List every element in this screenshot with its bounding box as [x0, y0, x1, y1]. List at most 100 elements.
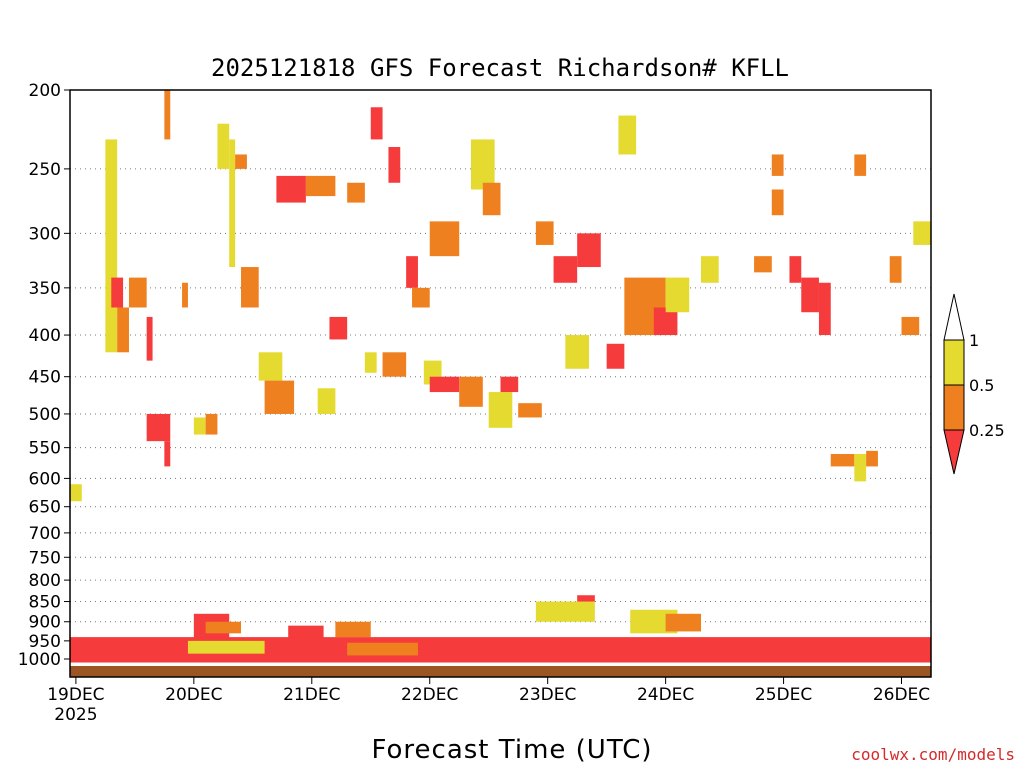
x-tick-label-24DEC: 24DEC [637, 685, 694, 705]
ri-cell-46 [665, 277, 690, 313]
ri-cell-37 [518, 403, 542, 418]
y-tick-label-850: 850 [29, 593, 61, 613]
ri-cell-25 [382, 352, 407, 377]
ri-cell-55 [830, 454, 855, 467]
ri-cell-33 [471, 139, 495, 190]
y-tick-label-250: 250 [29, 160, 61, 180]
ri-cell-11 [205, 413, 218, 435]
x-tick-sublabel-year: 2025 [54, 705, 97, 725]
ri-cell-6 [146, 413, 171, 442]
ri-cell-24 [370, 107, 383, 140]
ri-cell-69 [665, 613, 702, 632]
surface-band [70, 666, 931, 677]
ri-cell-36 [500, 376, 519, 393]
ri-cell-28 [412, 287, 430, 308]
ri-cell-53 [818, 282, 831, 308]
ri-cell-52 [801, 277, 819, 313]
y-tick-label-300: 300 [29, 224, 61, 244]
ri-cell-64 [288, 625, 324, 641]
x-axis-label: Forecast Time (UTC) [371, 735, 652, 765]
ri-cell-51 [789, 256, 802, 283]
ri-cell-47 [701, 256, 719, 283]
ri-cell-8 [164, 441, 171, 467]
y-tick-label-200: 200 [29, 81, 61, 101]
x-tick-label-23DEC: 23DEC [519, 685, 576, 705]
ri-cell-2 [111, 277, 124, 308]
y-tick-label-900: 900 [29, 613, 61, 633]
ri-cell-65 [335, 621, 371, 638]
ri-cell-43 [618, 115, 637, 155]
ri-cell-0 [70, 484, 82, 502]
x-tick-label-26DEC: 26DEC [873, 685, 930, 705]
ri-cell-15 [241, 267, 259, 308]
ri-cell-39 [553, 256, 578, 283]
ri-cell-5 [146, 316, 153, 361]
y-tick-label-700: 700 [29, 524, 61, 544]
ri-cell-35 [488, 392, 513, 428]
ri-cell-31 [429, 221, 460, 257]
y-axis-ticks: 200 250 300 350 400 450 500 550 600 650 700 750 8008… [18, 81, 70, 670]
ri-cell-16 [258, 352, 283, 381]
colorbar-bottom-triangle [943, 429, 965, 475]
y-tick-label-950: 950 [29, 632, 61, 652]
colorbar-label-0.5: 0.5 [969, 376, 994, 395]
ri-cell-22 [347, 182, 365, 203]
ri-cell-26 [388, 147, 401, 183]
ri-cell-18 [276, 175, 306, 203]
ri-cell-1 [105, 139, 118, 353]
ri-cell-66 [535, 601, 595, 622]
ri-cell-40 [565, 335, 589, 369]
ri-cell-61 [913, 221, 931, 245]
ri-cell-63 [205, 621, 242, 634]
ri-cell-42 [606, 343, 625, 369]
ri-cell-50 [771, 189, 784, 216]
colorbar-legend: 1 0.5 0.25 [943, 293, 1005, 475]
plot-frame [69, 89, 932, 678]
x-tick-label-25DEC: 25DEC [755, 685, 812, 705]
ri-cell-54 [818, 307, 831, 336]
y-tick-label-600: 600 [29, 469, 61, 489]
ri-cell-19 [305, 175, 336, 197]
colorbar-top-triangle [943, 293, 965, 341]
y-tick-label-400: 400 [29, 326, 61, 346]
y-tick-label-500: 500 [29, 405, 61, 425]
ri-cell-12 [217, 123, 230, 169]
y-tick-label-800: 800 [29, 571, 61, 591]
y-tick-label-550: 550 [29, 439, 61, 459]
ri-cell-4 [128, 277, 147, 308]
ri-cell-14 [235, 154, 247, 169]
ri-cell-10 [193, 417, 206, 435]
ri-cell-30 [429, 376, 460, 393]
x-tick-label-19DEC: 19DEC [47, 685, 104, 705]
y-tick-label-750: 750 [29, 548, 61, 568]
ri-cell-32 [459, 376, 483, 407]
ri-cell-7 [164, 90, 171, 140]
colorbar-yellow-bin [943, 339, 965, 386]
ri-cell-38 [535, 221, 554, 245]
y-tick-label-1000: 1000 [18, 650, 61, 670]
ri-cell-13 [229, 139, 236, 268]
ri-cell-21 [329, 316, 348, 340]
chart-title: 2025121818 GFS Forecast Richardson# KFLL [211, 54, 789, 82]
x-tick-label-21DEC: 21DEC [283, 685, 340, 705]
y-tick-label-450: 450 [29, 368, 61, 388]
ri-cell-71 [187, 640, 265, 654]
ri-cell-17 [264, 380, 295, 414]
credit-link[interactable]: coolwx.com/models [851, 745, 1015, 764]
ri-cell-49 [771, 154, 784, 176]
ri-cell-72 [347, 642, 418, 656]
x-tick-label-20DEC: 20DEC [165, 685, 222, 705]
ri-cell-9 [182, 282, 188, 308]
ri-cell-59 [889, 256, 902, 283]
ri-cell-48 [754, 256, 772, 273]
ri-cell-3 [117, 307, 129, 353]
ri-cell-57 [854, 454, 867, 482]
ri-cell-56 [854, 154, 867, 176]
y-tick-label-350: 350 [29, 279, 61, 299]
ri-cell-67 [577, 595, 595, 602]
ri-cell-60 [901, 316, 920, 336]
ri-cell-45 [653, 307, 678, 336]
ri-cell-58 [866, 450, 878, 467]
